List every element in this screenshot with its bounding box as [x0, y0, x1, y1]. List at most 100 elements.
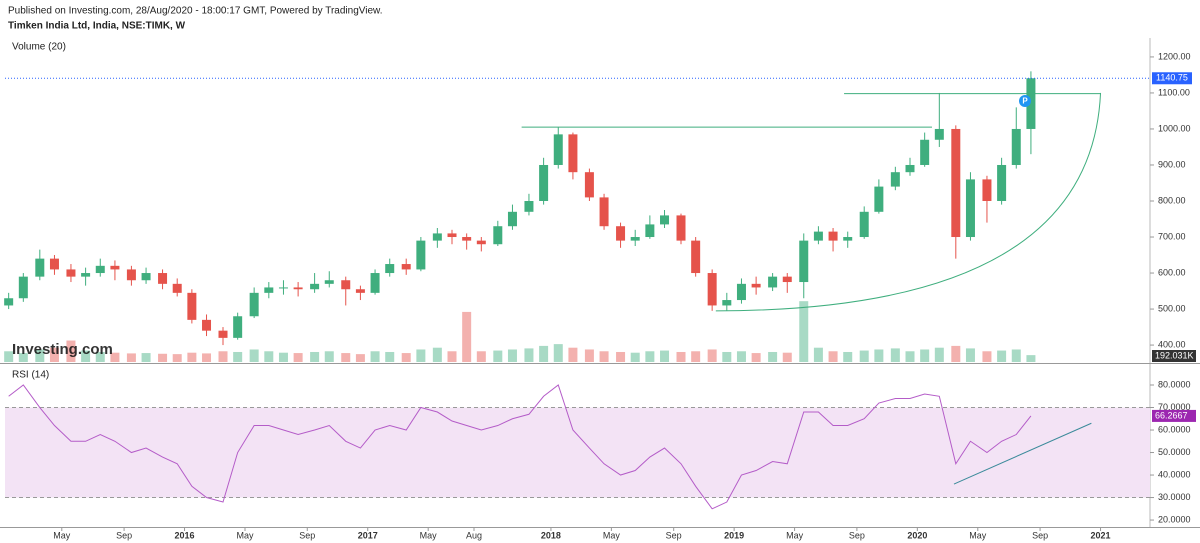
candle-body	[462, 237, 472, 241]
x-tick-label: May	[420, 530, 438, 540]
candle-body	[202, 319, 212, 331]
volume-bar	[4, 351, 14, 362]
volume-bar	[233, 351, 243, 362]
plot: 400.00 500.00 600.00 700.00 800.00 900.00 1000…	[4, 51, 1196, 540]
x-tick-label: May	[236, 530, 254, 540]
candle-body	[432, 233, 442, 241]
x-tick-label: 2017	[358, 530, 378, 540]
rsi-y-tick-label: 80.0000	[1158, 379, 1191, 389]
volume-bar	[645, 351, 655, 362]
volume-bar	[782, 352, 792, 362]
volume-bar	[278, 352, 288, 362]
candle-body	[66, 269, 76, 277]
volume-bar	[385, 351, 395, 362]
volume-bar	[768, 351, 778, 362]
candle-body	[874, 186, 884, 212]
candle-body	[722, 300, 732, 306]
y-tick-label: 1100.00	[1158, 87, 1190, 97]
volume-bar	[49, 347, 59, 362]
candle-body	[584, 172, 594, 198]
candle-body	[630, 237, 640, 241]
y-tick-label: 900.00	[1158, 159, 1186, 169]
chart-title: Timken India Ltd, India, NSE:TIMK, W	[8, 21, 186, 32]
marker-badge	[1019, 95, 1031, 107]
volume-bar	[828, 351, 838, 362]
x-tick-label: Sep	[299, 530, 315, 540]
candle-body	[141, 273, 151, 281]
candle-body	[264, 287, 274, 293]
last-price-box	[1152, 72, 1192, 85]
candle-body	[660, 215, 670, 225]
last-price-label: 1140.75	[1156, 73, 1188, 83]
volume-bar	[141, 353, 151, 362]
candle-body	[1011, 128, 1021, 165]
volume-bar	[401, 353, 411, 362]
volume-bar	[813, 347, 823, 362]
candle-body	[676, 215, 686, 241]
volume-bar	[1026, 355, 1036, 362]
volume-bar	[172, 354, 182, 362]
candle-body	[18, 276, 28, 299]
volume-bar	[462, 311, 472, 362]
volume-bar	[324, 351, 334, 362]
candle-body	[691, 240, 701, 274]
candle-body	[355, 289, 365, 293]
volume-bar	[982, 351, 992, 362]
candle-body	[416, 240, 426, 270]
candle-body	[813, 231, 823, 241]
volume-bar	[1011, 349, 1021, 362]
candle-body	[782, 276, 792, 283]
y-tick-label: 700.00	[1158, 231, 1186, 241]
volume-bar	[568, 347, 578, 362]
volume-bar	[934, 347, 944, 362]
x-tick-label: 2016	[175, 530, 195, 540]
x-tick-label: Sep	[849, 530, 865, 540]
candle-body	[524, 201, 534, 212]
candle-body	[1026, 78, 1036, 129]
candle-body	[859, 211, 869, 238]
candle-body	[539, 164, 549, 201]
x-tick-label: Sep	[666, 530, 682, 540]
rsi-label: RSI (14)	[12, 370, 49, 381]
volume-bar	[293, 353, 303, 362]
volume-bar	[676, 351, 686, 362]
volume-bar	[507, 349, 517, 362]
candle-body	[997, 164, 1007, 201]
candle-body	[905, 164, 915, 173]
volume-bar	[341, 353, 351, 362]
volume-bar	[310, 351, 320, 362]
rsi-band	[5, 407, 1150, 498]
rsi-trend-line	[953, 422, 1092, 485]
x-tick-label: 2020	[907, 530, 927, 540]
volume-bar	[965, 348, 975, 362]
y-tick-label: 800.00	[1158, 195, 1186, 205]
candle-body	[553, 134, 563, 165]
y-tick-label: 500.00	[1158, 303, 1186, 313]
candle-body	[736, 283, 746, 301]
volume-bar	[416, 349, 426, 362]
volume-bar	[202, 353, 212, 362]
candle-body	[249, 292, 259, 317]
candle-body	[447, 233, 457, 238]
volume-bar	[859, 350, 869, 362]
candle-body	[599, 197, 609, 227]
candle-body	[934, 128, 944, 140]
candle-body	[768, 276, 778, 288]
volume-bar	[616, 351, 626, 362]
candle-body	[370, 273, 380, 293]
candle-body	[890, 172, 900, 187]
candle-body	[493, 226, 503, 245]
candle-body	[35, 258, 45, 277]
volume-bar	[126, 353, 136, 362]
candle-body	[982, 179, 992, 201]
trend-curve	[715, 92, 1102, 312]
candle-body	[507, 211, 517, 227]
candle-body	[828, 231, 838, 241]
rsi-y-tick-label: 30.0000	[1158, 492, 1191, 502]
candle-body	[110, 265, 120, 270]
volume-bar	[524, 348, 534, 362]
volume-bar	[660, 350, 670, 362]
rsi-y-tick-label: 20.0000	[1158, 514, 1191, 524]
volume-bar	[355, 354, 365, 362]
